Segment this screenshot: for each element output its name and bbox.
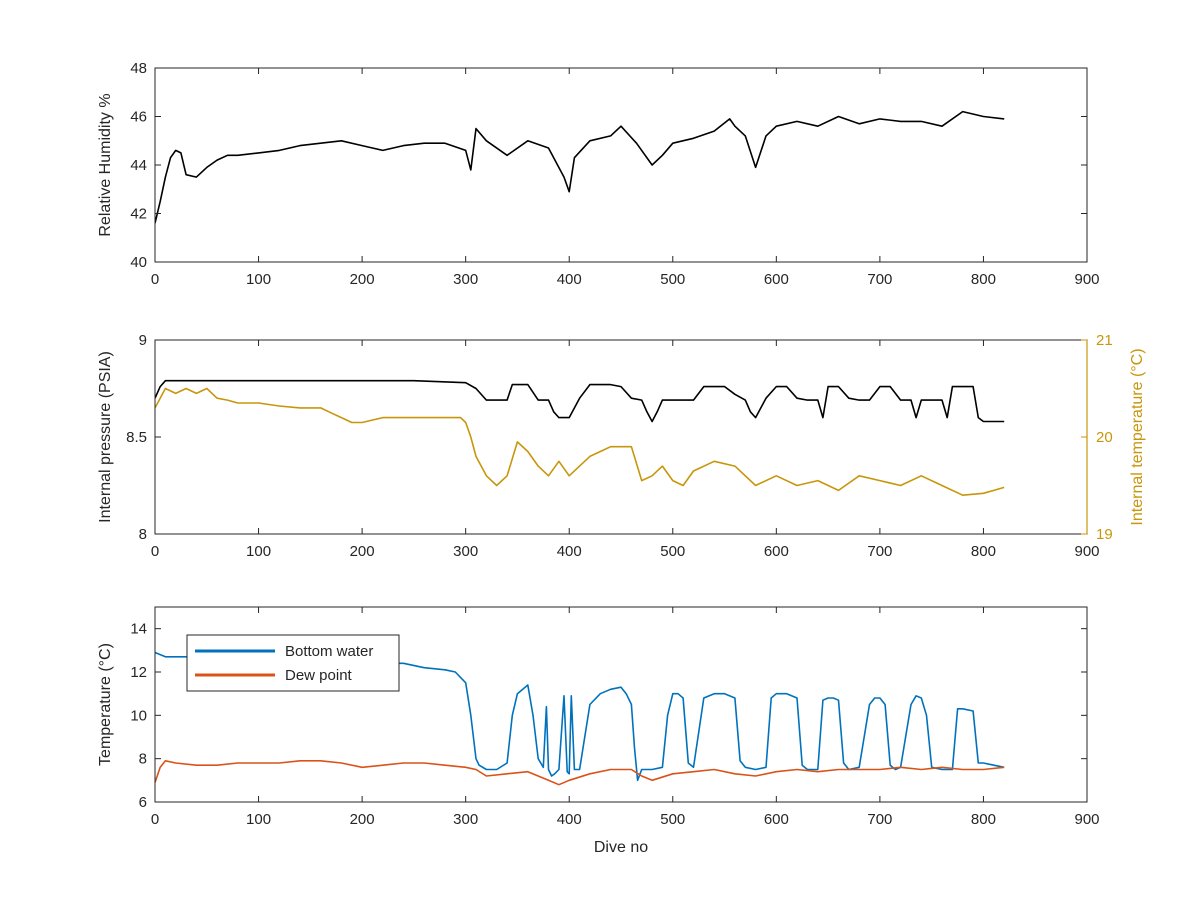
x-tick-label: 0 — [151, 271, 159, 288]
y-tick-label: 8.5 — [126, 429, 147, 446]
x-tick-label: 0 — [151, 811, 159, 828]
x-tick-label: 600 — [764, 811, 789, 828]
x-tick-label: 200 — [350, 811, 375, 828]
series-line-bottom-water — [155, 651, 1005, 782]
x-tick-label: 300 — [453, 811, 478, 828]
x-tick-label: 100 — [246, 543, 271, 560]
x-tick-label: 800 — [971, 543, 996, 560]
chart-panel-1: 0 100 200 300 400 500 600 700 800 900 40 42 44 46 48 Re… — [97, 60, 1100, 288]
right-y-tick-label: 20 — [1096, 429, 1113, 446]
y-tick-label: 14 — [130, 621, 147, 638]
y-tick-label: 8 — [139, 751, 147, 768]
x-tick-label: 300 — [453, 271, 478, 288]
y-tick-label: 48 — [130, 60, 147, 77]
x-tick-label: 600 — [764, 271, 789, 288]
chart-panel-3: 0 100 200 300 400 500 600 700 800 900 6 8 10 12 14 Temp… — [97, 606, 1100, 856]
legend: Bottom water Dew point — [186, 634, 400, 692]
y-tick-label: 46 — [130, 109, 147, 126]
x-tick-label: 500 — [660, 271, 685, 288]
y-tick-label: 8 — [139, 526, 147, 543]
axes-box — [154, 67, 1088, 263]
axes-box — [154, 606, 1088, 803]
x-tick-label: 900 — [1074, 811, 1099, 828]
legend-box — [186, 634, 400, 692]
y-axis-label: Temperature (°C) — [97, 643, 114, 766]
y-tick-label: 40 — [130, 254, 147, 271]
x-tick-label: 800 — [971, 811, 996, 828]
y-tick-label: 44 — [130, 157, 147, 174]
x-tick-label: 100 — [246, 271, 271, 288]
x-tick-label: 800 — [971, 271, 996, 288]
x-tick-label: 500 — [660, 543, 685, 560]
x-tick-label: 200 — [350, 271, 375, 288]
x-tick-label: 0 — [151, 543, 159, 560]
legend-label: Dew point — [285, 667, 353, 684]
x-tick-label: 400 — [557, 271, 582, 288]
right-y-tick-label: 21 — [1096, 332, 1113, 349]
x-tick-label: 700 — [867, 811, 892, 828]
x-tick-label: 400 — [557, 543, 582, 560]
right-y-axis-label: Internal temperature (°C) — [1129, 348, 1146, 525]
y-tick-label: 6 — [139, 794, 147, 811]
x-tick-label: 900 — [1074, 543, 1099, 560]
series-line-1-1 — [155, 110, 1005, 224]
x-tick-label: 700 — [867, 543, 892, 560]
x-tick-label: 300 — [453, 543, 478, 560]
x-tick-label: 700 — [867, 271, 892, 288]
y-axis-label: Internal pressure (PSIA) — [97, 351, 114, 523]
x-tick-label: 500 — [660, 811, 685, 828]
x-tick-label: 100 — [246, 811, 271, 828]
y-tick-label: 10 — [130, 707, 147, 724]
x-axis-label: Dive no — [594, 839, 648, 856]
y-tick-label: 9 — [139, 332, 147, 349]
y-tick-label: 42 — [130, 206, 147, 223]
x-tick-label: 900 — [1074, 271, 1099, 288]
y-tick-label: 12 — [130, 664, 147, 681]
axes-box — [154, 339, 1088, 535]
chart-panel-2: 0 100 200 300 400 500 600 700 800 900 8 8.5 9 19 20 21 I… — [97, 332, 1146, 560]
legend-label: Bottom water — [285, 643, 373, 660]
series-line-2-1 — [155, 379, 1005, 423]
y-axis-label: Relative Humidity % — [97, 93, 114, 236]
right-y-tick-label: 19 — [1096, 526, 1113, 543]
series-line-2-2 — [155, 387, 1005, 496]
x-tick-label: 200 — [350, 543, 375, 560]
x-tick-label: 600 — [764, 543, 789, 560]
x-tick-label: 400 — [557, 811, 582, 828]
series-line-dew-point — [155, 760, 1005, 786]
